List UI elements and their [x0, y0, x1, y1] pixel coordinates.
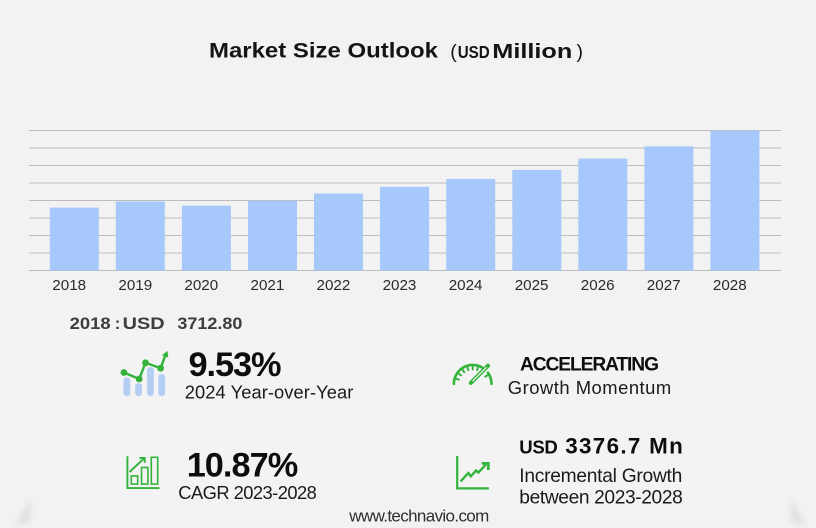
svg-text:2020: 2020 [184, 277, 218, 294]
svg-text:10.87%: 10.87% [187, 447, 299, 485]
svg-text:CAGR 2023-2028: CAGR 2023-2028 [178, 482, 316, 503]
svg-text:www.technavio.com: www.technavio.com [348, 507, 489, 526]
svg-text:between 2023-2028: between 2023-2028 [519, 487, 683, 508]
svg-text:2024: 2024 [449, 277, 483, 294]
svg-text:Incremental Growth: Incremental Growth [519, 466, 682, 487]
svg-text:2022: 2022 [317, 277, 351, 294]
svg-text:2027: 2027 [647, 277, 681, 294]
svg-text:2028: 2028 [713, 277, 747, 294]
svg-text:2024 Year-over-Year: 2024 Year-over-Year [185, 382, 353, 403]
svg-text:Market Size Outlook (: Market Size Outlook ( USD Million ) [209, 39, 583, 63]
svg-text:2025: 2025 [515, 277, 549, 294]
svg-text:2026: 2026 [581, 277, 615, 294]
svg-text:2018 : USD 3712.80: 2018 : USD 3712.80 [70, 314, 243, 333]
svg-text:2019: 2019 [118, 277, 152, 294]
svg-text:ACCELERATING: ACCELERATING [520, 354, 659, 375]
svg-text:2018: 2018 [52, 277, 86, 294]
svg-text:9.53%: 9.53% [189, 346, 282, 384]
svg-text:2023: 2023 [383, 277, 417, 294]
svg-text:2021: 2021 [251, 277, 285, 294]
svg-text:Growth Momentum: Growth Momentum [508, 377, 672, 398]
